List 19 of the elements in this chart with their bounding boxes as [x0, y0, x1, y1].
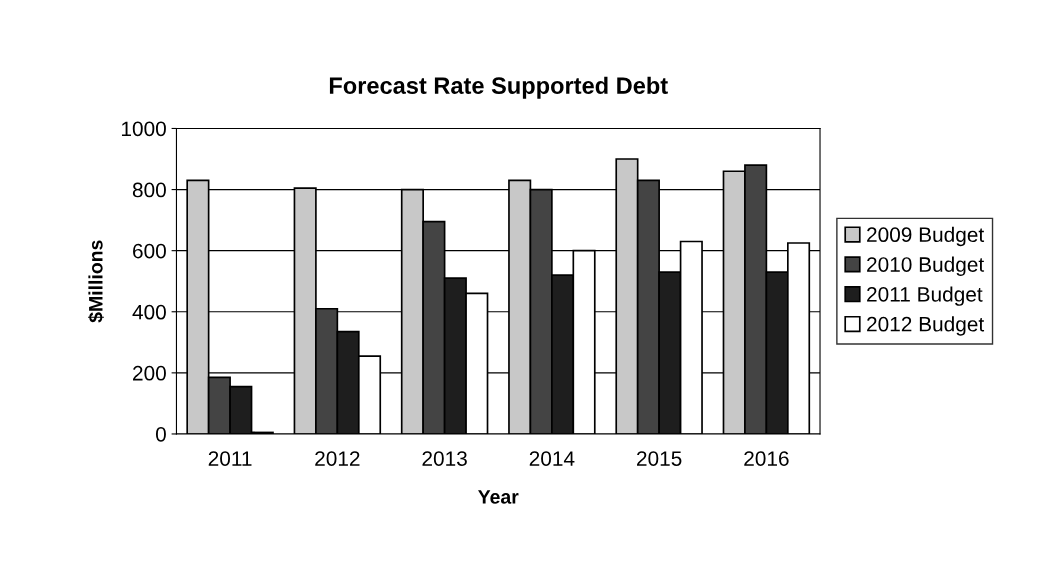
- x-tick-label: 2014: [529, 451, 575, 466]
- legend-label: 2012 Budget: [867, 316, 985, 336]
- y-tick-label: 0: [155, 426, 166, 442]
- legend-label: 2009 Budget: [867, 226, 985, 247]
- x-tick-label: 2011: [208, 451, 252, 466]
- x-tick-label: 2013: [422, 451, 467, 466]
- chart-title: Forecast Rate Supported Debt: [329, 76, 668, 99]
- y-tick-label: 800: [132, 182, 166, 198]
- y-tick-label: 1000: [121, 121, 166, 137]
- y-tick-label: 600: [133, 243, 166, 259]
- y-tick-label: 400: [132, 304, 166, 320]
- x-tick-label: 2015: [637, 451, 682, 466]
- x-tick-label: 2016: [744, 451, 789, 466]
- legend-label: 2010 Budget: [867, 256, 985, 277]
- x-tick-label: 2012: [315, 451, 360, 466]
- legend-label: 2011 Budget: [867, 286, 983, 306]
- y-tick-label: 200: [133, 365, 166, 381]
- x-axis-title: Year: [478, 490, 519, 504]
- y-axis-title: $Millions: [88, 240, 104, 323]
